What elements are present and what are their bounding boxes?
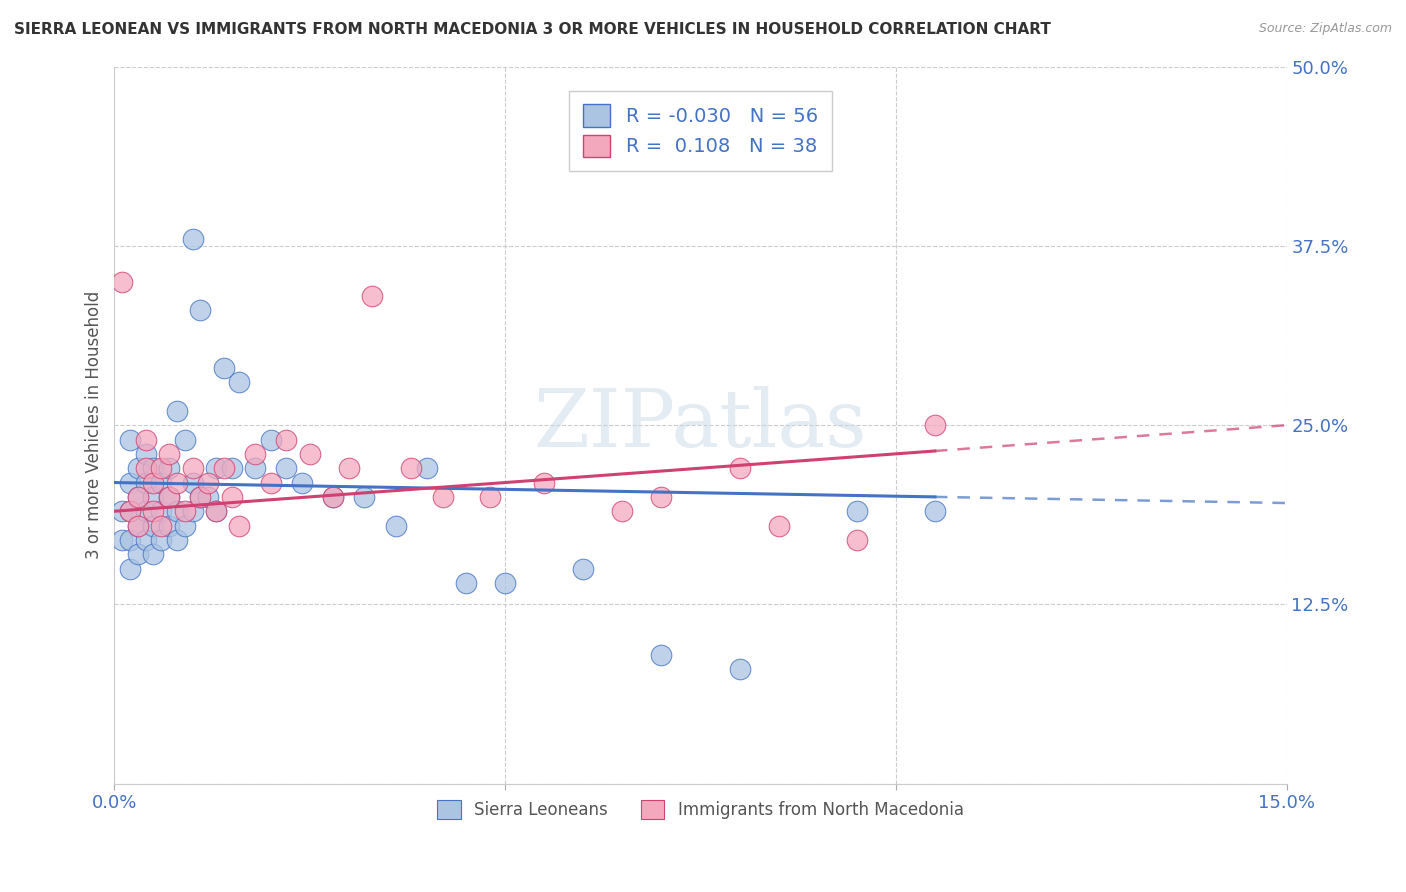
Point [157,490,180,504]
Point [205,504,228,518]
Point [276,433,298,447]
Point [432,490,454,504]
Point [111,533,134,547]
Point [454,576,477,591]
Point [190,303,212,318]
Point [127,490,149,504]
Point [221,490,243,504]
Point [135,433,157,447]
Point [228,375,250,389]
Point [533,475,555,490]
Point [118,475,141,490]
Text: SIERRA LEONEAN VS IMMIGRANTS FROM NORTH MACEDONIA 3 OR MORE VEHICLES IN HOUSEHOL: SIERRA LEONEAN VS IMMIGRANTS FROM NORTH … [14,22,1050,37]
Point [494,576,516,591]
Point [118,504,141,518]
Point [845,533,868,547]
Point [650,648,672,662]
Point [166,504,188,518]
Point [111,275,134,289]
Text: Source: ZipAtlas.com: Source: ZipAtlas.com [1258,22,1392,36]
Point [322,490,344,504]
Legend: Sierra Leoneans, Immigrants from North Macedonia: Sierra Leoneans, Immigrants from North M… [430,793,970,826]
Point [127,518,149,533]
Point [150,475,173,490]
Point [142,490,165,504]
Point [127,518,149,533]
Point [298,447,321,461]
Point [118,561,141,575]
Point [166,475,188,490]
Point [197,490,219,504]
Point [181,504,204,518]
Point [181,475,204,490]
Point [135,504,157,518]
Text: ZIPatlas: ZIPatlas [534,386,868,464]
Point [181,232,204,246]
Point [111,504,134,518]
Point [166,404,188,418]
Point [612,504,634,518]
Point [173,504,195,518]
Point [337,461,360,475]
Point [212,360,235,375]
Point [157,447,180,461]
Point [768,518,790,533]
Point [142,475,165,490]
Point [205,461,228,475]
Point [118,533,141,547]
Point [416,461,439,475]
Point [243,447,266,461]
Point [157,461,180,475]
Point [135,533,157,547]
Point [150,518,173,533]
Point [276,461,298,475]
Point [150,504,173,518]
Point [401,461,423,475]
Point [924,418,946,433]
Point [361,289,384,303]
Point [212,461,235,475]
Point [384,518,406,533]
Point [291,475,314,490]
Point [322,490,344,504]
Point [142,518,165,533]
Point [924,504,946,518]
Point [190,490,212,504]
Point [650,490,672,504]
Point [228,518,250,533]
Point [260,433,283,447]
Y-axis label: 3 or more Vehicles in Household: 3 or more Vehicles in Household [86,291,103,559]
Point [205,504,228,518]
Point [142,547,165,561]
Point [572,561,595,575]
Point [845,504,868,518]
Point [728,461,751,475]
Point [150,533,173,547]
Point [197,475,219,490]
Point [728,662,751,676]
Point [135,461,157,475]
Point [118,504,141,518]
Point [353,490,375,504]
Point [173,518,195,533]
Point [221,461,243,475]
Point [127,490,149,504]
Point [190,490,212,504]
Point [173,433,195,447]
Point [181,461,204,475]
Point [166,533,188,547]
Point [157,518,180,533]
Point [135,447,157,461]
Point [243,461,266,475]
Point [260,475,283,490]
Point [118,433,141,447]
Point [157,490,180,504]
Point [142,461,165,475]
Point [127,461,149,475]
Point [478,490,501,504]
Point [127,547,149,561]
Point [150,461,173,475]
Point [142,504,165,518]
Point [135,475,157,490]
